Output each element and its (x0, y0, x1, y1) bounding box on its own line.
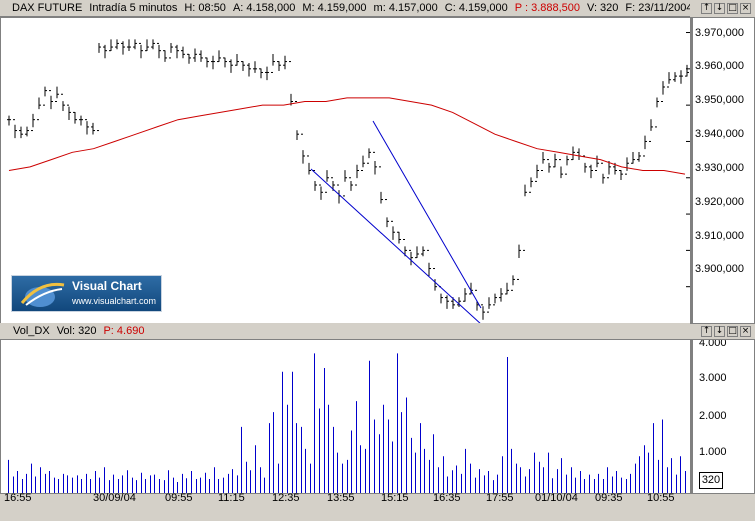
close-value: C: 4.159,000 (444, 2, 508, 14)
time-tick-label: 16:35 (433, 492, 461, 504)
volume-pane-maximize-button[interactable]: □ (727, 326, 738, 337)
price-chart (7, 32, 690, 323)
time-tick-label: 09:55 (165, 492, 193, 504)
price-tick-label: 3.960,000 (695, 60, 744, 72)
volume-tick-label: 4.000 (699, 339, 727, 349)
time-tick-label: 10:55 (647, 492, 675, 504)
price-tick-label: 3.910,000 (695, 230, 744, 242)
points-value: P : 3.888,500 (514, 2, 581, 14)
time-tick-label: 09:35 (595, 492, 623, 504)
price-tick-label: 3.930,000 (695, 162, 744, 174)
trend-line-upper (372, 120, 482, 309)
price-tick-label: 3.940,000 (695, 128, 744, 140)
price-tick-label: 3.970,000 (695, 27, 744, 39)
open-value: A: 4.158,000 (232, 2, 296, 14)
timeframe: Intradía 5 minutos (89, 2, 178, 14)
price-tick-label: 3.920,000 (695, 196, 744, 208)
volume-indicator-name: Vol_DX (13, 325, 50, 337)
time-tick-label: 11:15 (218, 492, 245, 504)
date-value: F: 23/11/2004 (625, 2, 690, 14)
time-tick-label: 16:55 (4, 492, 32, 504)
pane-move-up-button[interactable]: ↑ (701, 3, 712, 14)
volume-tick-label: 3.000 (699, 372, 727, 384)
volume-axis: 4.000 3.000 2.000 1.000 (690, 339, 755, 494)
current-volume-marker: 320 (699, 472, 723, 489)
pane-maximize-button[interactable]: □ (727, 3, 738, 14)
volume-indicator-points: P: 4.690 (103, 325, 145, 337)
volume-pane-move-down-button[interactable]: ↓ (714, 326, 725, 337)
price-tick-label: 3.950,000 (695, 94, 744, 106)
price-tick-label: 3.900,000 (695, 263, 744, 275)
volume-chart-pane[interactable] (0, 339, 691, 494)
volume-pane-close-button[interactable]: × (740, 326, 751, 337)
pane-close-button[interactable]: × (740, 3, 751, 14)
logo-url: www.visualchart.com (72, 296, 157, 306)
visual-chart-logo: Visual Chart www.visualchart.com (11, 275, 162, 312)
time-tick-label: 30/09/04 (93, 492, 136, 504)
max-value: M: 4.159,000 (302, 2, 367, 14)
moving-average-line (8, 97, 686, 175)
volume-value: V: 320 (587, 2, 619, 14)
volume-indicator-vol: Vol: 320 (56, 325, 97, 337)
time-tick-label: 15:15 (381, 492, 409, 504)
time-tick-label: 12:35 (272, 492, 300, 504)
volume-header: Vol_DX Vol: 320 P: 4.690 (0, 323, 690, 339)
min-value: m: 4.157,000 (373, 2, 438, 14)
volume-tick-label: 1.000 (699, 446, 727, 458)
quote-header: DAX FUTURE Intradía 5 minutos H: 08:50 A: 4… (0, 0, 690, 17)
pane-move-down-button[interactable]: ↓ (714, 3, 725, 14)
volume-chart (8, 353, 686, 493)
price-chart-pane[interactable] (0, 17, 691, 324)
time-axis (0, 507, 755, 521)
trend-line-lower (310, 168, 481, 323)
symbol-name: DAX FUTURE (12, 2, 83, 14)
time-tick-label: 13:55 (327, 492, 355, 504)
price-axis: 3.970,000 3.960,000 3.950,000 3.940,000 … (690, 17, 755, 324)
time-tick-label: 17:55 (486, 492, 514, 504)
volume-pane-move-up-button[interactable]: ↑ (701, 326, 712, 337)
volume-tick-label: 2.000 (699, 410, 727, 422)
last-hour: H: 08:50 (184, 2, 226, 14)
globe-swoosh-icon (20, 282, 65, 307)
logo-title: Visual Chart (72, 279, 142, 293)
time-tick-label: 01/10/04 (535, 492, 578, 504)
